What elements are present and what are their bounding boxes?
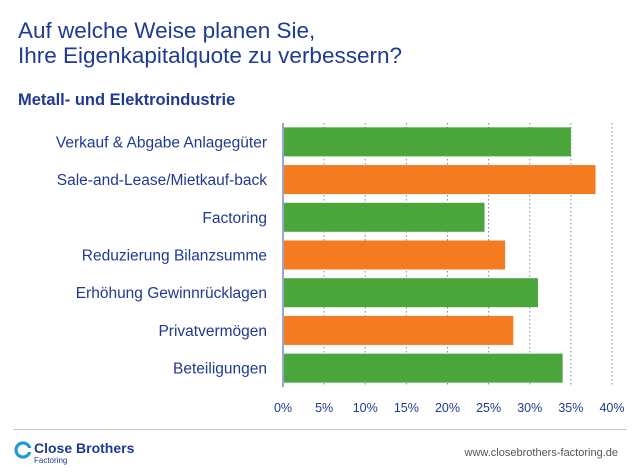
x-tick-label: 5% bbox=[315, 401, 333, 415]
bar bbox=[284, 202, 485, 232]
category-label: Sale-and-Lease/Mietkauf-back bbox=[57, 172, 267, 189]
x-tick-label: 15% bbox=[394, 401, 419, 415]
x-tick-label: 40% bbox=[599, 401, 624, 415]
category-label: Factoring bbox=[202, 210, 267, 227]
x-tick-label: 0% bbox=[274, 401, 292, 415]
chart-subtitle: Metall- und Elektroindustrie bbox=[18, 91, 236, 109]
title-line-2: Ihre Eigenkapitalquote zu verbessern? bbox=[18, 43, 402, 68]
bar bbox=[284, 315, 514, 345]
brand-logo: Close Brothers Factoring bbox=[14, 440, 174, 470]
x-tick-label: 20% bbox=[435, 401, 460, 415]
bar bbox=[284, 165, 596, 195]
bar bbox=[284, 127, 571, 157]
category-label: Beteiligungen bbox=[173, 361, 267, 378]
x-tick-label: 35% bbox=[558, 401, 583, 415]
footer-url: www.closebrothers-factoring.de bbox=[464, 447, 618, 459]
brand-sub: Factoring bbox=[34, 456, 68, 465]
bar bbox=[284, 353, 563, 383]
category-label: Reduzierung Bilanzsumme bbox=[82, 248, 267, 265]
category-label: Erhöhung Gewinnrücklagen bbox=[76, 285, 267, 302]
category-label: Privatvermögen bbox=[158, 323, 267, 340]
chart-title: Auf welche Weise planen Sie, Ihre Eigenk… bbox=[18, 18, 618, 68]
close-brothers-logo-icon bbox=[14, 441, 32, 459]
x-tick-label: 30% bbox=[517, 401, 542, 415]
x-tick-label: 10% bbox=[353, 401, 378, 415]
bar bbox=[284, 240, 506, 270]
title-line-1: Auf welche Weise planen Sie, bbox=[18, 18, 316, 43]
brand-name: Close Brothers bbox=[34, 440, 135, 456]
footer-divider bbox=[13, 429, 627, 430]
bar bbox=[284, 278, 538, 308]
category-label: Verkauf & Abgabe Anlagegüter bbox=[56, 134, 267, 151]
x-tick-label: 25% bbox=[476, 401, 501, 415]
